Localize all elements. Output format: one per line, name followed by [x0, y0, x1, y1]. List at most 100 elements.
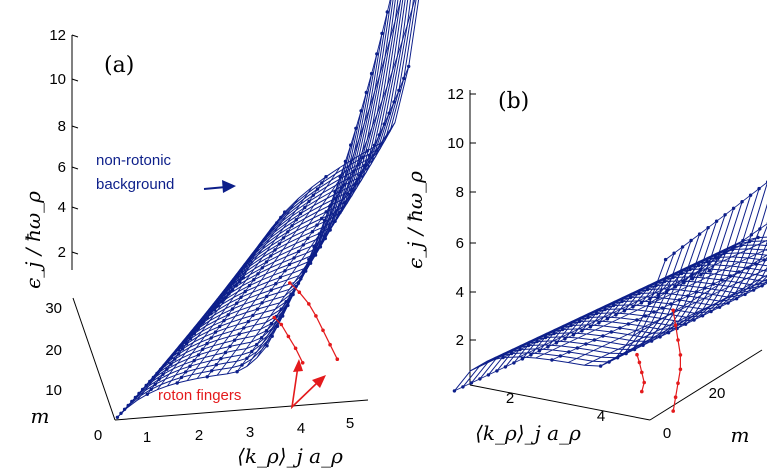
panel-a-background-point [214, 330, 217, 333]
panel-a: 24681012 012345 102030 (a) ϵ_j / ħω_ρ ⟨k… [21, 0, 452, 468]
panel-a-background-point [274, 282, 277, 285]
panel-a-background-point [247, 320, 250, 323]
panel-b-background-point [760, 284, 763, 287]
panel-a-m-axis [73, 298, 115, 420]
panel-b-roton-point [679, 353, 683, 357]
panel-a-roton-point [328, 343, 332, 347]
panel-b-background-point [576, 346, 579, 349]
panel-a-background-point [176, 381, 179, 384]
panel-b-mtick-label: 0 [663, 425, 671, 442]
panel-a-background-point [222, 319, 225, 322]
panel-b-roton-point [676, 338, 680, 342]
panel-a-vtick-mark [72, 167, 78, 169]
panel-a-xtick-label: 0 [94, 427, 102, 444]
panel-a-roton-point [294, 347, 298, 351]
panel-a-background-point [283, 210, 286, 213]
panel-a-background-point [173, 352, 176, 355]
panel-b-background-point [739, 244, 742, 247]
panel-a-background-point [252, 278, 255, 281]
panel-b-background-point [723, 213, 726, 216]
panel-b-background-point [589, 325, 592, 328]
panel-a-mtick-label: 30 [45, 300, 62, 317]
panel-a-background-point [242, 326, 245, 329]
panel-a-background-point [205, 342, 208, 345]
panel-a-background-point [206, 316, 209, 319]
panel-a-background-point [279, 276, 282, 279]
panel-a-background-point [329, 203, 332, 206]
panel-a-background-point [316, 187, 319, 190]
panel-b-background-point [743, 293, 746, 296]
panel-b-background-point [567, 350, 570, 353]
panel-a-background-point [119, 412, 122, 415]
panel-a-roton-annotation: roton fingers [158, 387, 241, 404]
panel-b-background-point [667, 331, 670, 334]
panel-b-background-point [584, 342, 587, 345]
panel-a-background-point [227, 313, 230, 316]
panel-b-background-point [563, 337, 566, 340]
panel-a-background-point [188, 365, 191, 368]
panel-b-background-point [521, 357, 524, 360]
panel-b-background-line [539, 195, 750, 351]
panel-a-background-point [289, 293, 292, 296]
panel-a-background-point [244, 290, 247, 293]
panel-a-background-point [231, 288, 234, 291]
panel-b-background-point [597, 321, 600, 324]
panel-b-background-point [627, 322, 630, 325]
panel-a-background-series [116, 0, 452, 419]
panel-a-background-point [307, 200, 310, 203]
panel-b-xtick-label: 4 [597, 408, 605, 425]
panel-a-background-point [180, 376, 183, 379]
panel-b-background-line [522, 208, 733, 359]
panel-a-roton-arrows [292, 359, 326, 407]
panel-a-background-point [240, 363, 243, 366]
panel-a-zlabel: m [31, 404, 50, 428]
panel-b-background-point [610, 330, 613, 333]
panel-a-background-point [280, 307, 283, 310]
panel-a-background-point [269, 254, 272, 257]
panel-a-background-point [137, 392, 140, 395]
panel-a-background-point [286, 230, 289, 233]
panel-b-background-line [633, 121, 767, 307]
panel-a-m-ticks: 102030 [45, 300, 62, 399]
panel-b-background-point [726, 301, 729, 304]
panel-b-background-point [689, 239, 692, 242]
panel-b-background-point [487, 373, 490, 376]
panel-b-vtick-label: 6 [456, 235, 464, 252]
panel-a-background-point [265, 260, 268, 263]
panel-b-background-point [757, 187, 760, 190]
panel-b-background-point [731, 248, 734, 251]
panel-a-background-point [347, 176, 350, 179]
panel-b-background-point [703, 286, 706, 289]
panel-b-roton-point [671, 409, 675, 413]
panel-a-background-point [202, 320, 205, 323]
panel-b-background-point [686, 294, 689, 297]
panel-a-x-ticks: 012345 [94, 415, 354, 446]
panel-a-vtick-mark [72, 35, 78, 37]
panel-a-background-point [312, 194, 315, 197]
panel-a-background-point [311, 230, 314, 233]
panel-b-background-point [504, 365, 507, 368]
panel-b-background-point [616, 356, 619, 359]
panel-a-background-point [270, 322, 273, 325]
panel-a-vtick-label: 4 [58, 199, 66, 216]
panel-a-background-point [217, 304, 220, 307]
panel-b-xlabel: ⟨k_ρ⟩_j a_ρ [475, 421, 581, 445]
panel-a-x-axis [115, 400, 368, 420]
panel-a-background-point [239, 296, 242, 299]
panel-b-roton-point [640, 390, 644, 394]
panel-a-background-point [152, 376, 155, 379]
panel-a-background-point [256, 272, 259, 275]
panel-a-background-point [210, 336, 213, 339]
panel-a-xtick-label: 4 [297, 420, 305, 437]
panel-a-vtick-label: 12 [49, 27, 66, 44]
panel-b-background-point [682, 281, 685, 284]
panel-b-background-point [752, 288, 755, 291]
panel-a-background-point [297, 250, 300, 253]
panel-a-background-point [265, 295, 268, 298]
panel-b-background-point [708, 269, 711, 272]
panel-a-roton-point [321, 329, 325, 333]
panel-a-vtick-label: 6 [58, 159, 66, 176]
panel-a-xtick-label: 5 [346, 415, 354, 432]
panel-a-vtick-label: 10 [49, 71, 66, 88]
panel-b-background-point [699, 273, 702, 276]
